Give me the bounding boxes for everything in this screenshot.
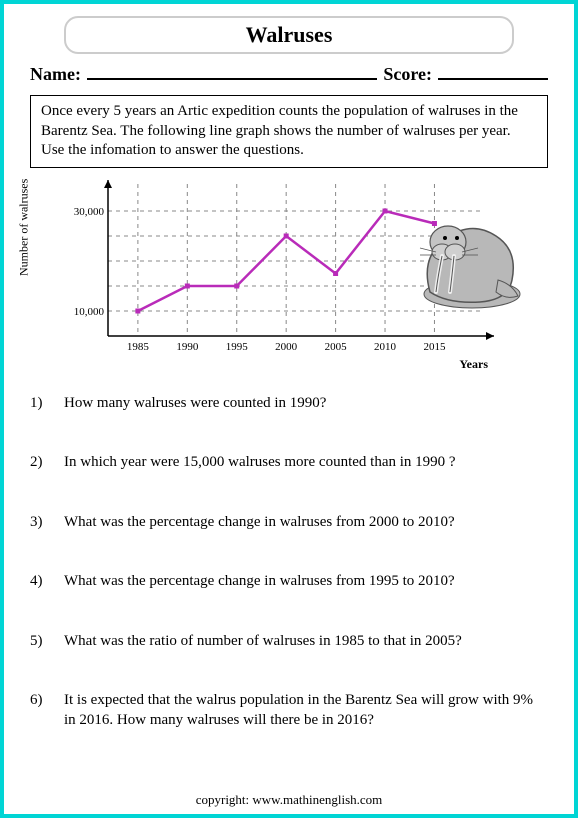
question-row: 2)In which year were 15,000 walruses mor… [30,453,548,473]
question-text: What was the ratio of number of walruses… [64,632,462,652]
question-row: 4)What was the percentage change in walr… [30,572,548,592]
question-text: How many walruses were counted in 1990? [64,394,326,414]
y-axis-label: Number of walruses [17,178,32,275]
svg-text:1985: 1985 [127,341,149,353]
walrus-illustration [400,202,530,312]
question-number: 5) [30,632,64,652]
name-label: Name: [30,64,81,85]
svg-text:2010: 2010 [374,341,397,353]
svg-text:2005: 2005 [325,341,348,353]
svg-text:2015: 2015 [423,341,446,353]
question-text: It is expected that the walrus populatio… [64,691,548,730]
question-text: In which year were 15,000 walruses more … [64,453,456,473]
question-list: 1)How many walruses were counted in 1990… [24,394,554,731]
svg-text:1995: 1995 [226,341,249,353]
question-row: 5)What was the ratio of number of walrus… [30,632,548,652]
x-axis-label: Years [459,357,488,372]
question-number: 4) [30,572,64,592]
score-blank[interactable] [438,78,548,80]
svg-text:1990: 1990 [176,341,199,353]
question-row: 6)It is expected that the walrus populat… [30,691,548,730]
question-number: 6) [30,691,64,730]
worksheet-page: Walruses Name: Score: Once every 5 years… [4,4,574,814]
score-label: Score: [383,64,432,85]
title-box: Walruses [64,16,514,54]
question-text: What was the percentage change in walrus… [64,572,455,592]
question-row: 1)How many walruses were counted in 1990… [30,394,548,414]
question-number: 1) [30,394,64,414]
question-row: 3)What was the percentage change in walr… [30,513,548,533]
svg-text:2000: 2000 [275,341,298,353]
question-text: What was the percentage change in walrus… [64,513,455,533]
question-number: 2) [30,453,64,473]
svg-text:10,000: 10,000 [74,306,105,318]
page-title: Walruses [246,22,333,47]
svg-text:30,000: 30,000 [74,206,105,218]
name-score-row: Name: Score: [24,64,554,85]
chart-area: Number of walruses 10,00030,000198519901… [30,176,548,376]
question-number: 3) [30,513,64,533]
name-blank[interactable] [87,78,377,80]
copyright-text: copyright: www.mathinenglish.com [4,792,574,808]
intro-text: Once every 5 years an Artic expedition c… [30,95,548,168]
